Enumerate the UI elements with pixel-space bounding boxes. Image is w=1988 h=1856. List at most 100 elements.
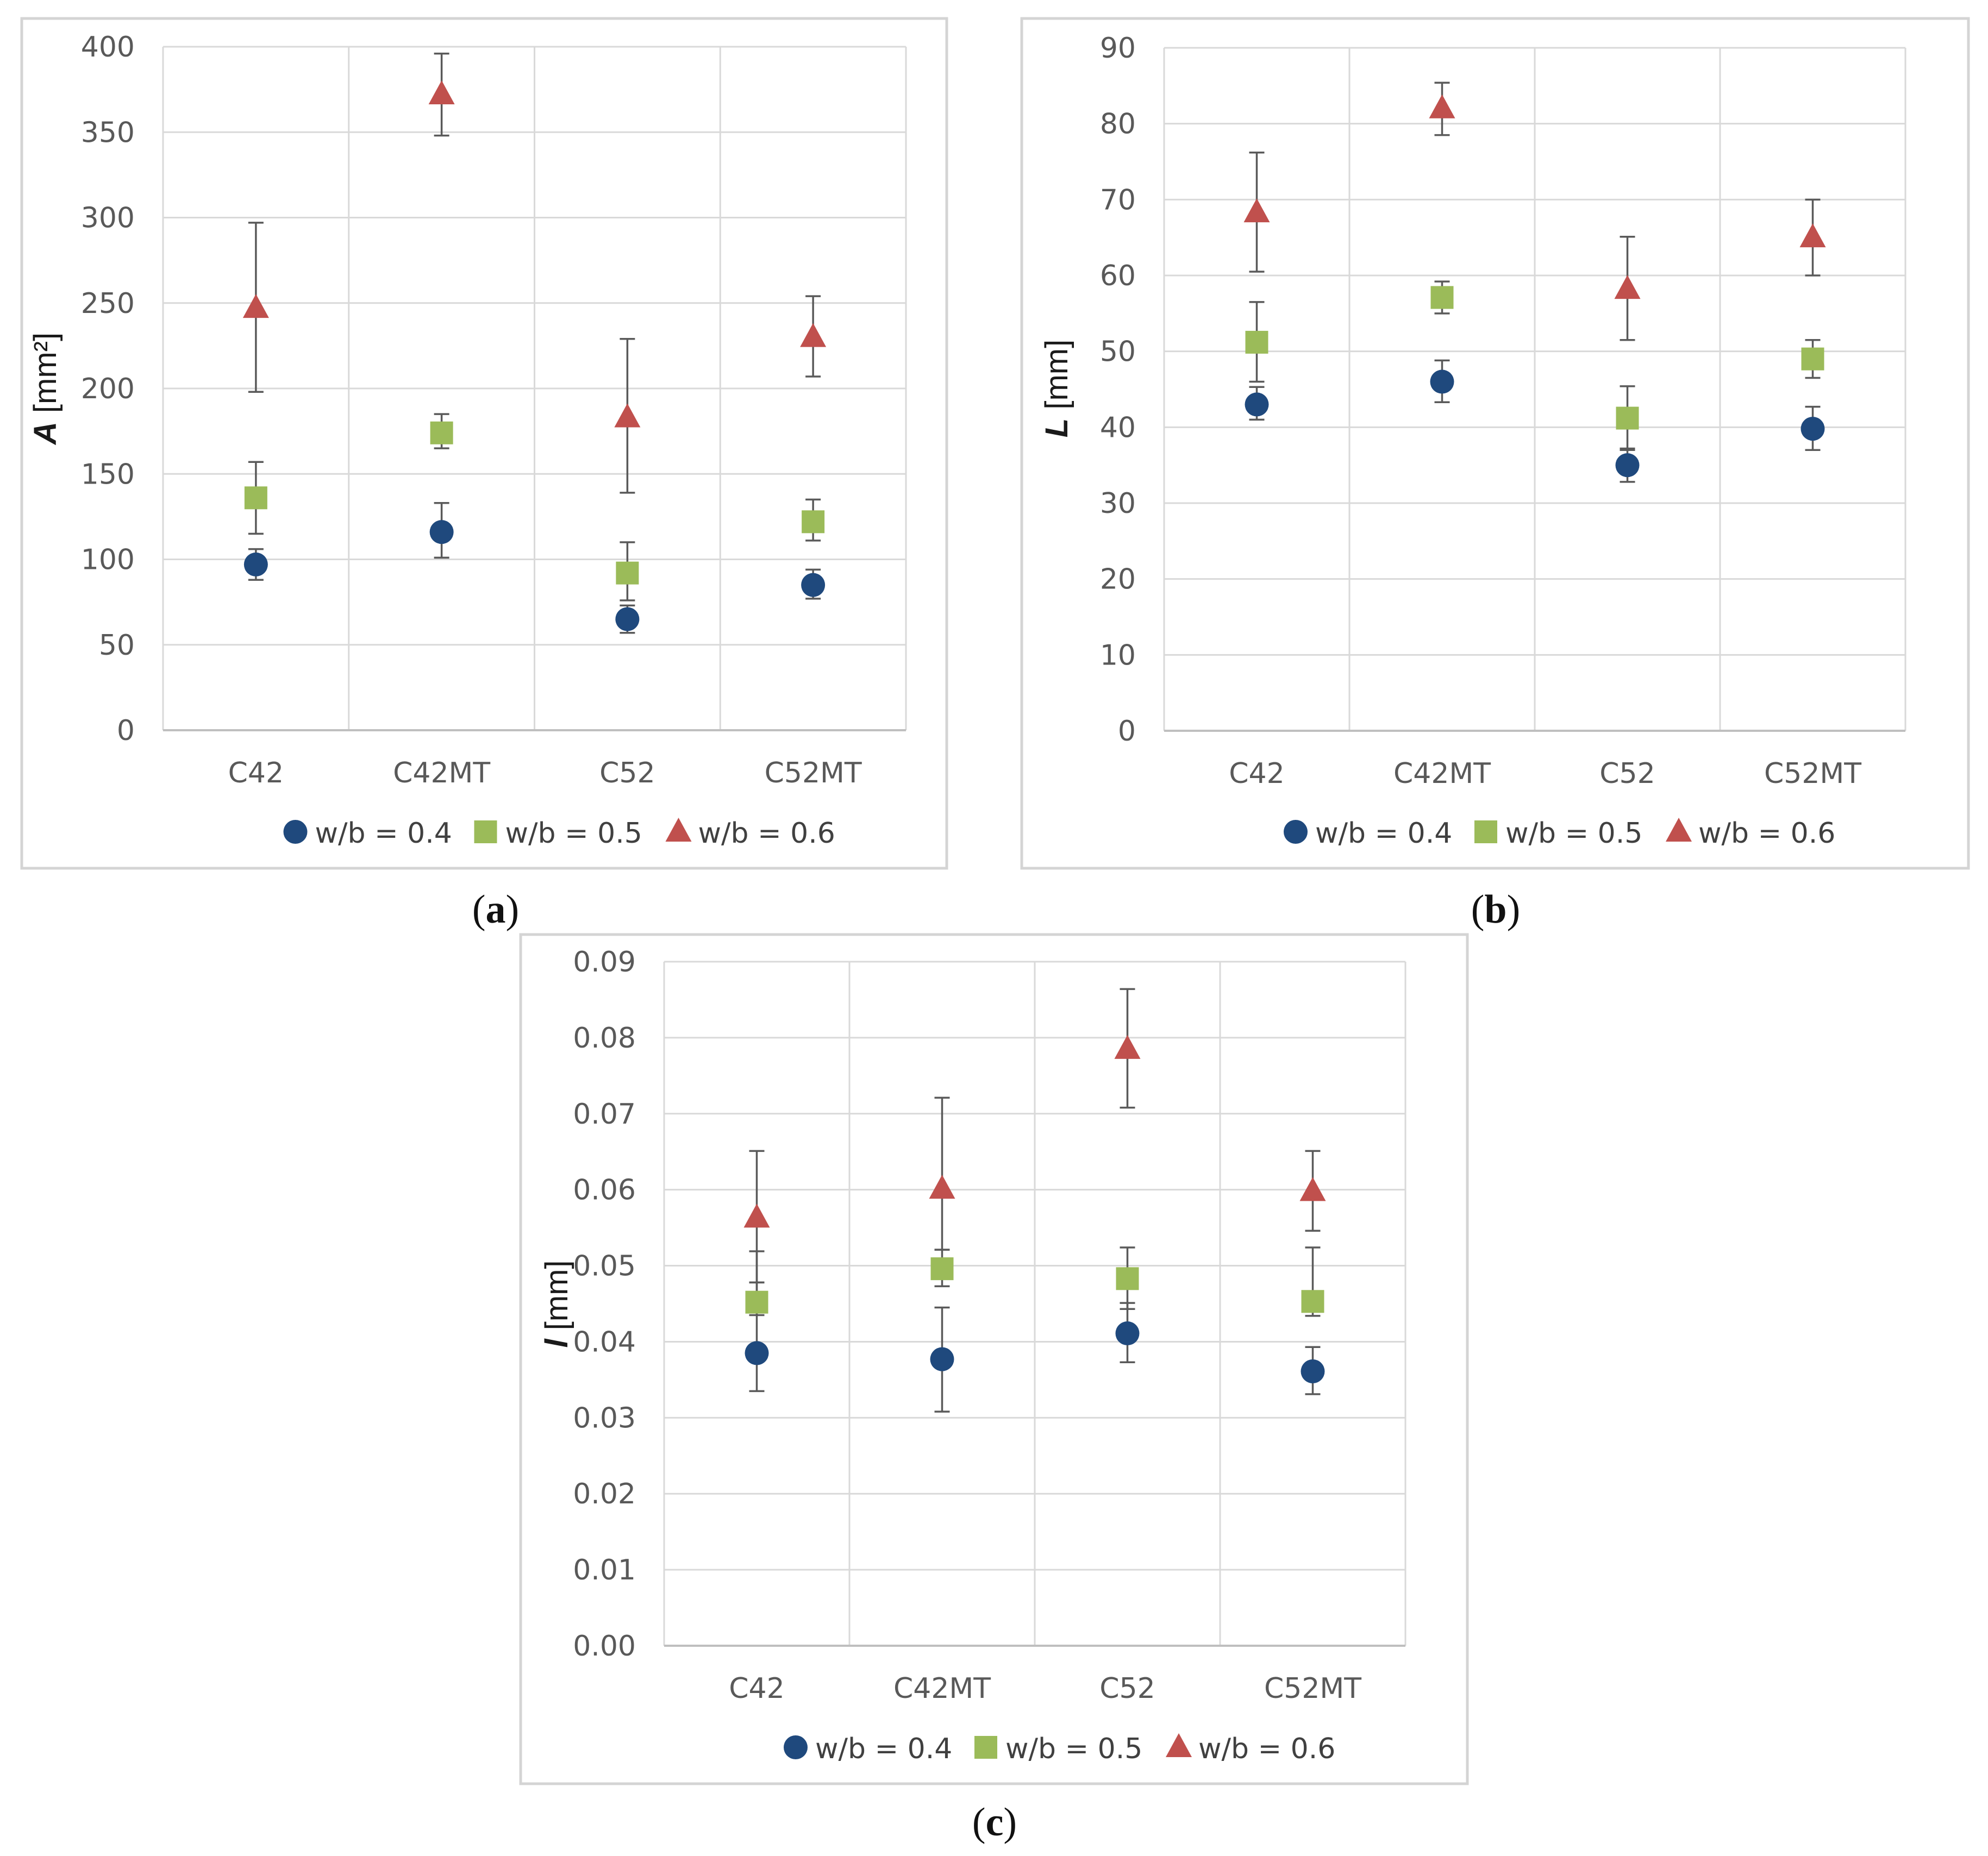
data-point-circle — [930, 1347, 954, 1371]
data-point-square — [1116, 1267, 1139, 1290]
caption-letter: b — [1484, 887, 1506, 932]
y-axis-label-unit: [mm] — [1039, 340, 1074, 418]
data-point-circle — [243, 552, 268, 576]
chart-frame — [1020, 17, 1970, 870]
legend-marker-square — [1474, 820, 1497, 843]
data-point-square — [930, 1257, 954, 1281]
data-point-circle — [1615, 453, 1640, 478]
caption-paren-close: ) — [1507, 887, 1521, 932]
x-tick-label: C42 — [1229, 757, 1284, 790]
data-point-square — [1245, 330, 1268, 354]
legend-marker-circle — [283, 820, 308, 844]
data-point-triangle — [1614, 275, 1641, 299]
y-tick-label: 250 — [81, 287, 135, 320]
y-axis-label-symbol: L — [1039, 418, 1074, 437]
data-point-triangle — [242, 294, 269, 318]
caption-paren-close: ) — [1003, 1800, 1017, 1845]
data-point-triangle — [800, 323, 827, 347]
legend-entry: w/b = 0.6 — [1666, 817, 1835, 850]
y-tick-label: 60 — [1100, 260, 1136, 292]
data-point-circle — [801, 573, 826, 597]
legend-marker-circle — [1284, 820, 1308, 844]
legend-entry: w/b = 0.5 — [974, 1733, 1142, 1765]
data-point-circle — [1801, 417, 1825, 441]
y-axis-label-unit: [mm] — [539, 1260, 574, 1339]
legend-label: w/b = 0.5 — [1005, 1733, 1142, 1765]
x-tick-label: C42MT — [893, 1672, 991, 1705]
legend-entry: w/b = 0.4 — [1284, 817, 1452, 850]
data-point-circle — [1245, 392, 1269, 417]
x-tick-label: C42 — [729, 1672, 784, 1705]
y-tick-label: 350 — [81, 116, 135, 149]
y-tick-label: 0.06 — [573, 1174, 636, 1207]
x-tick-label: C42MT — [1393, 757, 1491, 790]
data-point-triangle — [614, 403, 641, 428]
data-point-triangle — [1114, 1034, 1141, 1059]
y-tick-label: 20 — [1100, 563, 1136, 596]
data-point-square — [1616, 406, 1639, 430]
legend-label: w/b = 0.6 — [698, 817, 835, 850]
caption-paren-open: ( — [1471, 887, 1485, 932]
panel-caption: (c) — [972, 1800, 1017, 1845]
y-tick-label: 0.02 — [573, 1478, 636, 1510]
legend-marker-square — [474, 820, 497, 843]
data-point-circle — [1301, 1359, 1325, 1384]
data-point-square — [244, 486, 267, 510]
x-tick-label: C42 — [228, 757, 284, 789]
data-point-triangle — [929, 1175, 955, 1199]
y-tick-label: 0.09 — [573, 946, 636, 979]
legend-entry: w/b = 0.6 — [1166, 1733, 1335, 1765]
y-tick-label: 100 — [81, 544, 135, 576]
x-tick-label: C42MT — [393, 757, 490, 789]
chart-panel-c: 0.00 0.01 0.02 0.03 0.04 0.05 0.06 0.07 0.08 0.09… — [519, 933, 1469, 1785]
legend-entry: w/b = 0.4 — [784, 1733, 952, 1765]
caption-paren-open: ( — [472, 887, 486, 932]
data-point-circle — [745, 1341, 769, 1365]
y-tick-label: 0 — [1118, 715, 1136, 748]
legend-marker-triangle — [1666, 818, 1692, 842]
y-tick-label: 30 — [1100, 487, 1136, 520]
chart-frame — [20, 17, 948, 870]
y-tick-label: 90 — [1100, 32, 1136, 65]
caption-paren-open: ( — [972, 1800, 986, 1845]
y-tick-label: 80 — [1100, 108, 1136, 141]
x-tick-label: C52 — [1599, 757, 1655, 790]
y-axis-label-symbol: A — [28, 422, 63, 446]
legend-label: w/b = 0.4 — [1315, 817, 1452, 850]
legend-marker-circle — [784, 1735, 808, 1759]
legend-entry: w/b = 0.5 — [1474, 817, 1642, 850]
legend-marker-triangle — [1166, 1733, 1192, 1757]
data-point-triangle — [1243, 198, 1270, 223]
data-point-circle — [1430, 369, 1454, 394]
data-point-square — [1801, 347, 1824, 371]
y-tick-label: 300 — [81, 202, 135, 235]
x-tick-label: C52MT — [1764, 757, 1861, 790]
y-tick-label: 0.03 — [573, 1402, 636, 1434]
x-tick-label: C52MT — [1264, 1672, 1361, 1705]
chart-panel-b: 0 10 20 30 40 50 60 70 80 90 C42 C42MT C52 C52MT L [mm… — [1020, 17, 1970, 870]
legend-entry: w/b = 0.5 — [474, 817, 642, 850]
y-tick-label: 70 — [1100, 184, 1136, 216]
data-point-square — [1301, 1290, 1324, 1313]
y-axis-label: L [mm] — [1039, 340, 1074, 437]
panel-caption: (a) — [472, 887, 519, 932]
y-axis-label: A [mm²] — [28, 333, 63, 446]
panel-caption: (b) — [1471, 887, 1520, 932]
y-tick-label: 400 — [81, 31, 135, 64]
chart-panel-a: 0 50 100 150 200 250 300 350 400 C42 C42MT C52 C52MT… — [20, 17, 948, 870]
y-tick-label: 10 — [1100, 639, 1136, 672]
data-point-triangle — [743, 1203, 770, 1228]
legend-label: w/b = 0.5 — [505, 817, 642, 850]
x-tick-label: C52 — [1099, 1672, 1155, 1705]
data-point-triangle — [1299, 1177, 1326, 1201]
data-point-square — [802, 510, 825, 534]
y-tick-label: 40 — [1100, 411, 1136, 444]
data-point-circle — [1115, 1321, 1140, 1346]
data-point-triangle — [428, 80, 455, 105]
caption-letter: a — [486, 887, 506, 932]
legend-label: w/b = 0.4 — [315, 817, 452, 850]
caption-letter: c — [986, 1800, 1004, 1845]
x-tick-label: C52 — [599, 757, 655, 789]
y-tick-label: 150 — [81, 458, 135, 491]
